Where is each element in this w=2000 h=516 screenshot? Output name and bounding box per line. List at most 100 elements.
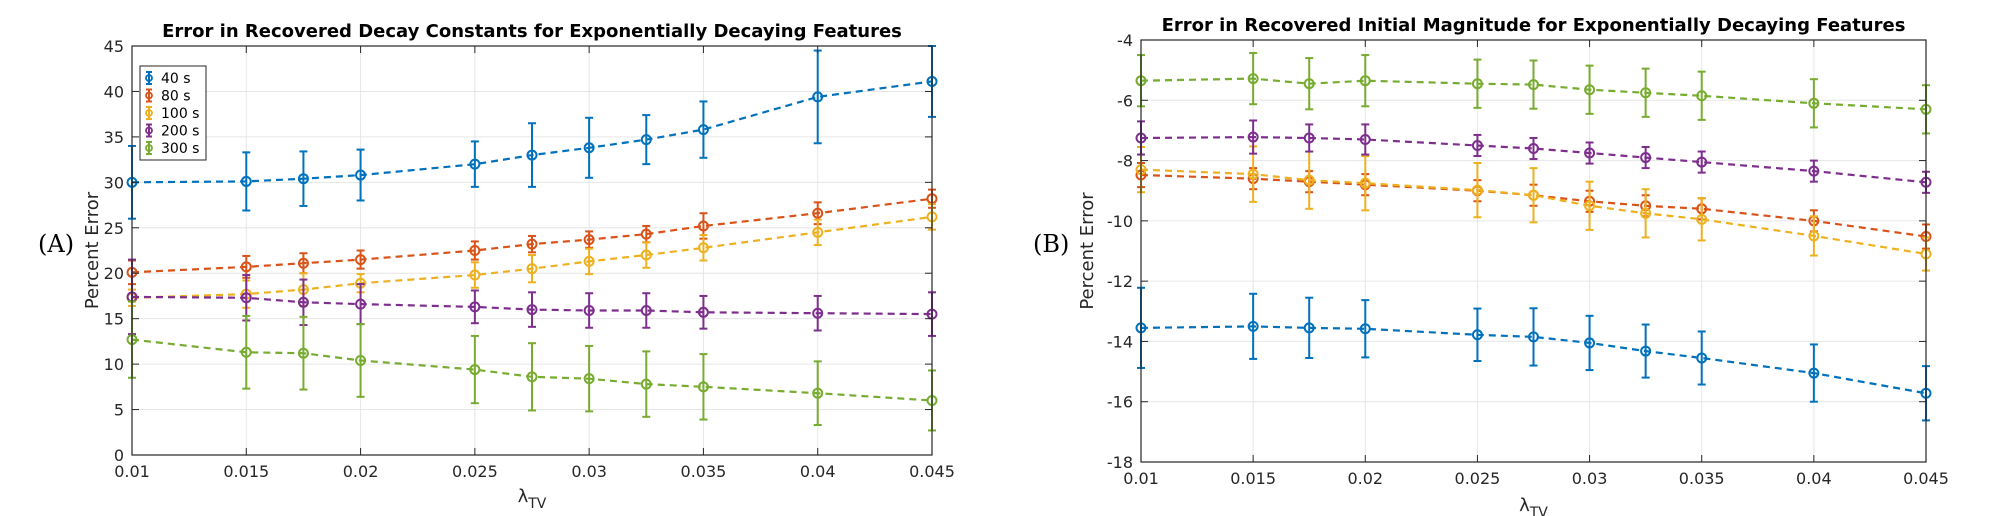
data-point [526, 304, 538, 316]
legend-entry: 40 s [161, 71, 191, 87]
data-point [697, 306, 709, 318]
x-axis-label: λTV [1519, 495, 1548, 516]
data-point [1359, 177, 1371, 189]
x-tick-label: 0.035 [1679, 469, 1725, 488]
y-tick-label: -16 [1107, 393, 1133, 412]
panel-label: (A) [38, 230, 74, 258]
data-point [469, 269, 481, 281]
data-point [1640, 152, 1652, 164]
y-tick-label: -12 [1107, 272, 1133, 291]
legend-marker-point [145, 144, 153, 152]
y-tick-label: 40 [104, 82, 124, 101]
data-point [1247, 320, 1259, 332]
legend-entry: 200 s [161, 124, 199, 140]
data-point [240, 292, 252, 304]
data-point [1528, 79, 1539, 91]
data-point [240, 261, 252, 273]
data-point [583, 234, 595, 246]
y-tick-label: -6 [1117, 91, 1133, 110]
series-line [1140, 325, 1927, 395]
data-point [697, 220, 709, 232]
legend-box [139, 65, 207, 161]
data-point [1359, 133, 1371, 145]
y-tick-label: 30 [104, 173, 124, 192]
data-point [697, 381, 709, 393]
legend-marker-point [145, 74, 153, 82]
data-point [1247, 168, 1259, 180]
data-point [1696, 156, 1708, 168]
x-tick-label: 0.025 [452, 462, 498, 481]
data-point [1303, 174, 1315, 186]
data-point [697, 124, 709, 136]
data-point [583, 373, 595, 385]
x-tick-label: 0.045 [1903, 469, 1949, 488]
x-tick-label: 0.015 [1230, 469, 1276, 488]
data-point [583, 304, 595, 316]
data-point [526, 238, 538, 250]
data-point [1471, 329, 1483, 341]
data-point [640, 134, 652, 146]
data-point [1640, 345, 1652, 357]
data-point [1359, 75, 1371, 87]
data-point [1696, 90, 1708, 102]
data-point [1471, 140, 1483, 151]
data-point [1584, 200, 1596, 212]
data-point [1808, 165, 1820, 177]
series-300s [1135, 51, 1932, 135]
data-point [1808, 230, 1820, 242]
data-point [469, 364, 481, 376]
data-point [469, 158, 481, 170]
data-point [526, 149, 538, 161]
data-point [697, 242, 709, 254]
data-point [812, 387, 824, 399]
data-point [640, 228, 652, 240]
y-tick-label: 15 [104, 310, 124, 329]
plot-area [1141, 40, 1926, 462]
x-axis-label-main: λ [518, 486, 529, 507]
x-tick-label: 0.015 [223, 462, 269, 481]
x-axis-label: λTV [518, 486, 547, 512]
y-tick-label: 0 [114, 446, 124, 465]
x-tick-label: 0.01 [1123, 469, 1159, 488]
x-tick-label: 0.01 [114, 462, 150, 481]
data-point [1247, 73, 1259, 85]
y-axis-label: Percent Error [82, 191, 103, 309]
data-point [469, 245, 481, 256]
data-point [297, 347, 309, 359]
data-point [1584, 147, 1596, 159]
y-tick-label: -8 [1117, 152, 1133, 171]
y-tick-label: 5 [114, 401, 124, 420]
data-point [355, 169, 367, 181]
data-point [583, 142, 595, 154]
y-tick-label: -18 [1107, 453, 1133, 472]
data-point [240, 175, 252, 187]
y-tick-label: -10 [1107, 212, 1133, 231]
data-point [1528, 143, 1539, 155]
series-line [1140, 173, 1927, 238]
x-tick-label: 0.025 [1455, 469, 1501, 488]
legend-entry: 100 s [161, 106, 199, 122]
chart-title: Error in Recovered Initial Magnitude for… [1162, 15, 1906, 36]
legend-marker-point [145, 126, 153, 135]
data-point [1584, 337, 1596, 349]
x-tick-label: 0.02 [1347, 469, 1383, 488]
data-point [1584, 84, 1596, 96]
data-point [240, 346, 252, 358]
x-tick-label: 0.02 [343, 462, 379, 481]
x-tick-label: 0.045 [909, 462, 955, 481]
legend-entry: 80 s [161, 89, 191, 105]
data-point [1696, 213, 1708, 225]
y-tick-label: 25 [104, 219, 124, 238]
data-point [1471, 78, 1483, 90]
data-point [355, 298, 367, 310]
data-point [640, 249, 652, 261]
data-point [297, 296, 309, 308]
data-point [1303, 132, 1315, 144]
legend-marker-point [145, 109, 153, 117]
y-tick-label: -4 [1117, 31, 1133, 50]
x-axis-label-subscript: TV [527, 496, 547, 512]
series-line [1140, 135, 1927, 184]
x-axis-label-subscript: TV [1529, 505, 1549, 516]
